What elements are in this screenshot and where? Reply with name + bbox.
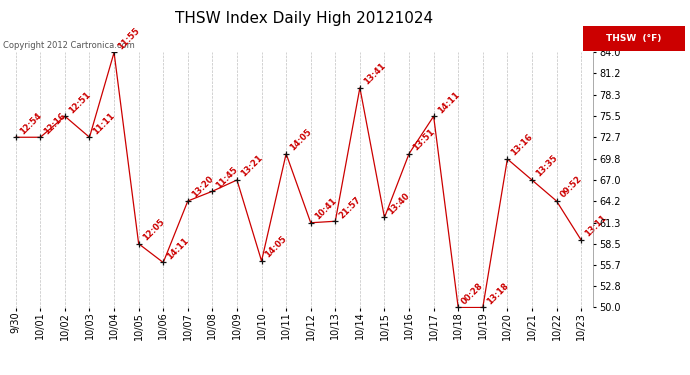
- Text: 12:05: 12:05: [141, 217, 166, 243]
- Text: 11:11: 11:11: [92, 111, 117, 136]
- Text: 14:11: 14:11: [165, 236, 190, 261]
- Text: 12:51: 12:51: [67, 90, 92, 115]
- Text: 11:55: 11:55: [116, 26, 141, 51]
- Text: 10:41: 10:41: [313, 196, 338, 222]
- Text: 13:21: 13:21: [239, 154, 264, 179]
- Text: 13:16: 13:16: [509, 133, 535, 158]
- Text: 14:05: 14:05: [264, 235, 289, 260]
- Text: 11:45: 11:45: [215, 165, 239, 190]
- Text: 14:11: 14:11: [435, 90, 461, 115]
- Text: 13:20: 13:20: [190, 175, 215, 200]
- Text: 13:18: 13:18: [485, 281, 510, 306]
- Text: 13:41: 13:41: [362, 62, 387, 87]
- Text: 12:54: 12:54: [18, 111, 43, 136]
- Text: 13:11: 13:11: [583, 214, 609, 239]
- Text: 13:35: 13:35: [534, 154, 559, 179]
- Text: 12:16: 12:16: [42, 111, 68, 136]
- Text: 00:28: 00:28: [460, 281, 485, 306]
- Text: 14:05: 14:05: [288, 128, 313, 153]
- Text: Copyright 2012 Cartronica.com: Copyright 2012 Cartronica.com: [3, 41, 135, 50]
- Text: 13:40: 13:40: [386, 191, 412, 216]
- Text: 09:52: 09:52: [558, 175, 584, 200]
- Text: THSW Index Daily High 20121024: THSW Index Daily High 20121024: [175, 11, 433, 26]
- Text: 13:51: 13:51: [411, 128, 436, 153]
- Text: 21:57: 21:57: [337, 195, 362, 220]
- Text: THSW  (°F): THSW (°F): [607, 34, 662, 43]
